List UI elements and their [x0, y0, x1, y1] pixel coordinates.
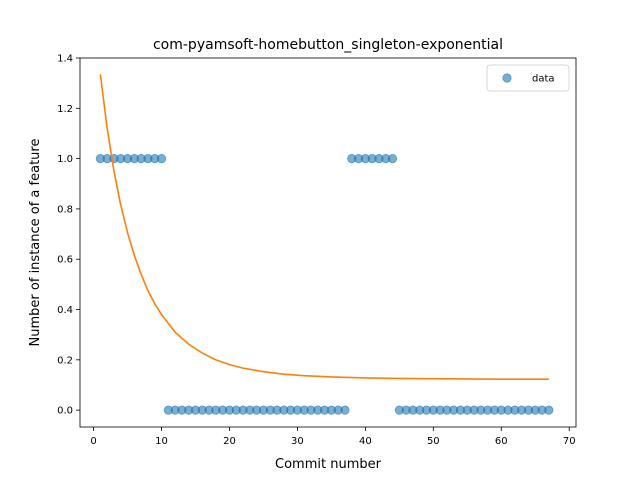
y-axis-label: Number of instance of a feature — [28, 139, 43, 347]
y-tick-label: 1.2 — [57, 104, 73, 115]
axes-frame — [79, 57, 577, 428]
data-point — [156, 154, 167, 164]
x-tick-label: 60 — [495, 436, 508, 447]
fit-line — [99, 74, 549, 381]
chart-title: com-pyamsoft-homebutton_singleton-expone… — [153, 37, 503, 53]
x-tick-label: 20 — [223, 436, 236, 447]
x-tick-label: 0 — [90, 436, 96, 447]
data-point — [544, 405, 554, 415]
y-tick-label: 0.4 — [57, 305, 73, 316]
x-axis-label: Commit number — [275, 457, 382, 472]
x-tick-label: 30 — [291, 436, 304, 447]
x-tick-label: 70 — [563, 436, 576, 447]
x-tick-label: 40 — [359, 436, 372, 447]
y-tick-label: 1.4 — [57, 54, 73, 65]
legend-frame — [486, 64, 570, 92]
x-tick-label: 50 — [427, 436, 440, 447]
data-point — [387, 154, 398, 164]
y-tick-label: 0.6 — [57, 255, 73, 266]
legend-label: data — [532, 74, 555, 85]
y-tick-label: 0.2 — [57, 355, 73, 366]
plot-area: 0 10 20 30 40 50 60 70 0.0 0.2 0.4 0.6 0.8 1.0 1.2 1.4 d… — [57, 54, 577, 447]
legend: data — [486, 64, 570, 92]
y-tick-label: 0.8 — [57, 204, 73, 215]
y-tick-label: 1.0 — [57, 154, 73, 165]
data-point — [340, 405, 350, 415]
y-tick-label: 0.0 — [57, 406, 73, 417]
legend-marker — [502, 73, 512, 83]
x-tick-label: 10 — [155, 436, 168, 447]
